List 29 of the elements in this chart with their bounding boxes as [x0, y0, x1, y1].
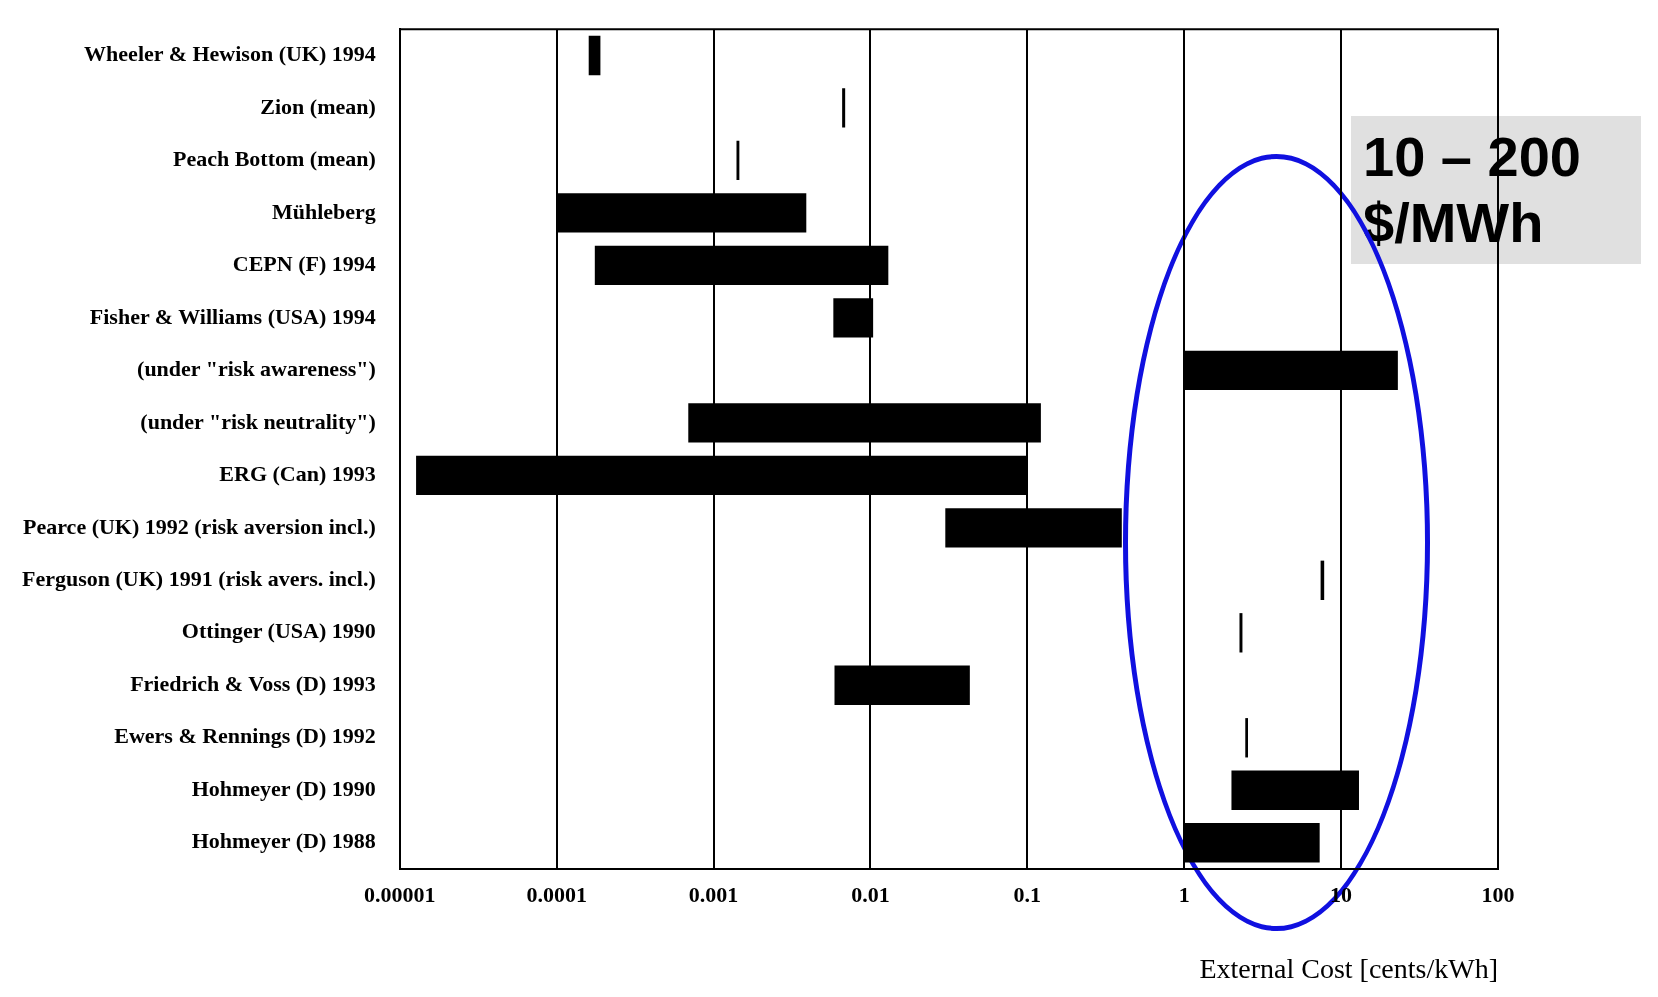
y-tick-label: CEPN (F) 1994	[232, 251, 376, 277]
y-tick-label: Mühleberg	[271, 198, 376, 224]
y-tick-label: (under "risk neutrality")	[140, 408, 376, 434]
x-tick-label: 1	[1178, 881, 1190, 907]
x-axis-title: External Cost [cents/kWh]	[1199, 952, 1498, 984]
y-tick-label: Ferguson (UK) 1991 (risk avers. incl.)	[22, 566, 376, 592]
y-tick-label: Pearce (UK) 1992 (risk aversion incl.)	[23, 513, 376, 539]
y-tick-label: Ewers & Rennings (D) 1992	[114, 723, 376, 749]
bar	[588, 35, 601, 76]
bar	[1239, 613, 1243, 653]
bar	[842, 88, 846, 128]
y-tick-label: Peach Bottom (mean)	[172, 146, 376, 172]
x-tick-label: 0.001	[688, 881, 739, 907]
x-tick-label: 0.1	[1013, 881, 1042, 907]
y-tick-label: Zion (mean)	[260, 93, 376, 119]
bar	[1245, 718, 1249, 758]
y-tick-label: ERG (Can) 1993	[219, 461, 376, 487]
bar	[736, 140, 740, 181]
y-tick-label: Wheeler & Hewison (UK) 1994	[84, 41, 376, 67]
x-tick-label: 0.00001	[364, 881, 436, 907]
y-tick-label: Hohmeyer (D) 1988	[191, 828, 376, 854]
y-tick-label: Fisher & Williams (USA) 1994	[89, 303, 376, 329]
y-tick-label: Friedrich & Voss (D) 1993	[130, 670, 376, 696]
x-tick-label: 0.01	[851, 881, 890, 907]
y-tick-label: (under "risk awareness")	[137, 356, 376, 382]
y-tick-label: Hohmeyer (D) 1990	[191, 775, 376, 801]
x-tick-label: 100	[1481, 881, 1515, 907]
x-tick-label: 0.0001	[526, 881, 587, 907]
y-tick-label: Ottinger (USA) 1990	[181, 618, 376, 644]
